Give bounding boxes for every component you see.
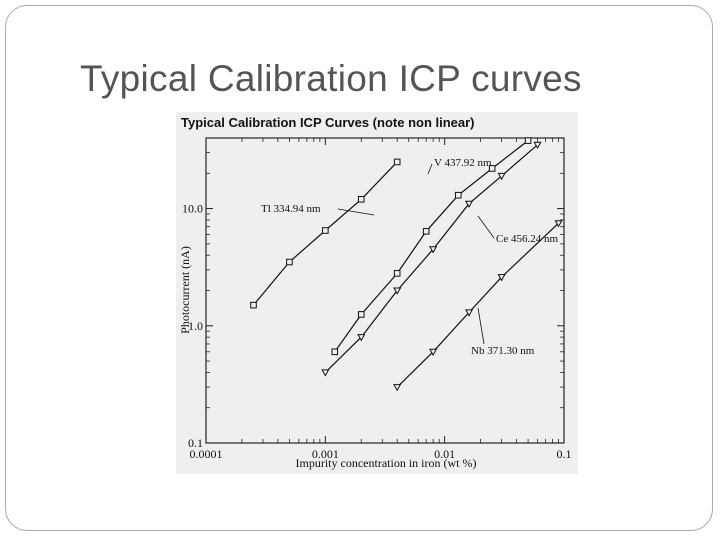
series-line-1: [334, 140, 529, 353]
data-point-triangle: [393, 384, 402, 392]
y-axis-label: Photocurrent (nA): [178, 246, 192, 334]
leader-line-nb: [477, 307, 485, 345]
data-point-square: [393, 158, 401, 166]
x-axis-label: Impurity concentration in iron (wt %): [296, 456, 477, 470]
ticks-layer: 0.0001 0.001 0.01 0.1 0.1 1.0 10.0: [182, 137, 572, 461]
data-point-square: [357, 311, 365, 318]
y-tick-label: 10.0: [182, 202, 203, 216]
chart-figure: Typical Calibration ICP Curves (note non…: [176, 112, 578, 474]
series-label-ce: Ce 456.24 nm: [496, 233, 558, 245]
data-point-square: [322, 227, 329, 234]
x-tick-label: 0.0001: [190, 447, 223, 461]
y-tick-label: 1.0: [188, 319, 203, 333]
data-point-square: [286, 258, 293, 266]
series-label-nb: Nb 371.30 nm: [471, 345, 535, 357]
series-label-v: V 437.92 nm: [434, 157, 492, 169]
y-tick-label: 0.1: [188, 436, 203, 450]
leader-line-v: [427, 163, 433, 175]
data-point-triangle: [429, 246, 438, 254]
data-point-triangle: [554, 220, 563, 228]
leader-line-tl: [337, 208, 375, 216]
slide-title: Typical Calibration ICP curves: [80, 58, 582, 99]
calibration-chart: Typical Calibration ICP Curves (note non…: [178, 115, 572, 470]
series-label-tl: Tl 334.94 nm: [261, 203, 321, 215]
data-point-triangle: [497, 172, 506, 181]
data-point-square: [524, 137, 532, 144]
data-point-triangle: [533, 141, 542, 150]
data-point-triangle: [464, 309, 474, 317]
chart-title: Typical Calibration ICP Curves (note non…: [181, 115, 475, 130]
leader-line-ce: [477, 215, 495, 239]
x-tick-label: 0.001: [312, 447, 339, 461]
data-point-square: [393, 270, 401, 277]
data-point-triangle: [357, 334, 366, 342]
data-point-square: [454, 191, 462, 199]
series-line-2: [324, 144, 538, 373]
data-point-square: [422, 227, 430, 235]
data-point-triangle: [393, 287, 402, 295]
data-point-triangle: [497, 274, 506, 282]
x-tick-label: 0.1: [557, 447, 572, 461]
data-point-triangle: [321, 369, 330, 377]
data-point-square: [250, 301, 257, 309]
data-point-triangle: [429, 348, 438, 357]
data-point-square: [331, 348, 339, 356]
data-point-square: [357, 195, 365, 203]
data-point-square: [488, 165, 496, 172]
plot-frame: [205, 137, 565, 444]
data-point-triangle: [464, 200, 474, 208]
series-layer: [250, 137, 563, 392]
series-line-3: [396, 222, 559, 388]
x-tick-label: 0.01: [434, 447, 455, 461]
